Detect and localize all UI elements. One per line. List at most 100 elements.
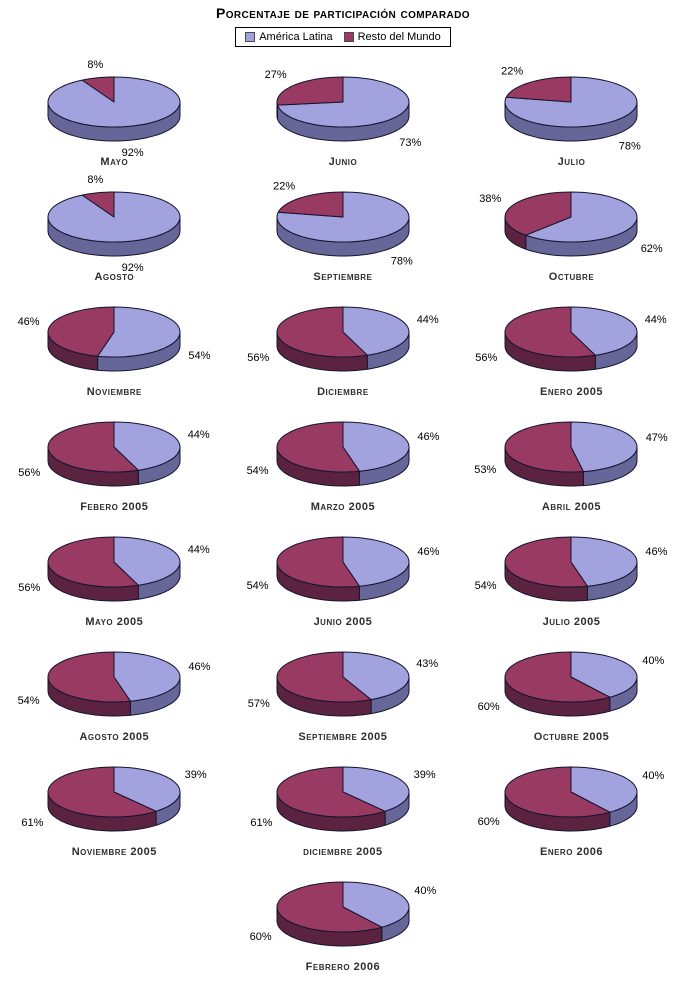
pie-chart: 40% 60%: [478, 766, 665, 832]
pie-chart: 43% 57%: [248, 651, 438, 717]
pie-slice-america-latina: [113, 766, 181, 812]
chart-cell: 40% 60% Octubre 2005: [457, 633, 686, 748]
percentage-label: 46%: [646, 546, 668, 558]
pie-slice-america-latina: [113, 651, 181, 702]
chart-title: Porcentaje de participación comparado: [216, 5, 470, 21]
percentage-label: 40%: [643, 655, 665, 667]
percentage-label: 60%: [478, 816, 500, 828]
chart-cell: 39% 61% diciembre 2005: [229, 748, 458, 863]
month-caption: Agosto: [94, 271, 135, 283]
percentage-label: 44%: [188, 429, 210, 441]
legend-swatch-icon: [245, 32, 256, 42]
pie-chart: 92% 8%: [47, 59, 181, 159]
chart-cell: 43% 57% Septiembre 2005: [229, 633, 458, 748]
percentage-label: 46%: [18, 316, 40, 328]
percentage-label: 56%: [19, 467, 41, 479]
month-caption: Agosto 2005: [79, 731, 150, 743]
month-caption: Noviembre: [86, 386, 142, 398]
pie-chart: 44% 56%: [19, 421, 210, 487]
pie-slice-resto-del-mundo: [276, 651, 372, 703]
percentage-label: 73%: [399, 137, 421, 149]
chart-cell: 46% 54% Agosto 2005: [0, 633, 229, 748]
chart-cell: 62% 38% Octubre: [457, 173, 686, 288]
percentage-label: 47%: [646, 432, 668, 444]
month-caption: Mayo 2005: [85, 616, 144, 628]
percentage-label: 56%: [19, 582, 41, 594]
percentage-label: 54%: [246, 580, 268, 592]
pie-chart: 40% 60%: [478, 651, 665, 717]
percentage-label: 46%: [417, 546, 439, 558]
pie-chart: 46% 54%: [475, 536, 668, 602]
percentage-label: 60%: [478, 701, 500, 713]
percentage-label: 78%: [391, 256, 413, 268]
chart-cell: 46% 54% Marzo 2005: [229, 403, 458, 518]
month-caption: Julio 2005: [542, 616, 601, 628]
percentage-label: 61%: [22, 817, 44, 829]
pie-chart: 78% 22%: [273, 180, 413, 268]
chart-cell: 78% 22% Julio: [457, 58, 686, 173]
pie-slice-america-latina: [342, 881, 410, 928]
legend-item-america-latina: América Latina: [245, 31, 333, 43]
pie-chart: 46% 54%: [246, 421, 440, 487]
pie-slice-america-latina: [342, 651, 410, 701]
pie-slice-america-latina: [342, 421, 410, 472]
month-caption: Abril 2005: [541, 501, 602, 513]
percentage-label: 57%: [248, 698, 270, 710]
pie-slice-resto-del-mundo: [47, 536, 140, 588]
legend-item-resto-del-mundo: Resto del Mundo: [343, 31, 441, 43]
pie-slice-america-latina: [113, 536, 181, 586]
percentage-label: 38%: [480, 193, 502, 205]
percentage-label: 46%: [189, 661, 211, 673]
pie-slice-america-latina: [342, 766, 410, 812]
pie-slice-resto-del-mundo: [276, 306, 368, 358]
month-caption: Diciembre: [317, 386, 369, 398]
month-caption: Noviembre 2005: [71, 846, 157, 858]
percentage-label: 54%: [246, 465, 268, 477]
pie-chart: 78% 22%: [502, 65, 642, 152]
pie-slice-america-latina: [570, 421, 638, 473]
pie-slice-resto-del-mundo: [81, 191, 115, 218]
pie-slice-america-latina: [113, 421, 181, 471]
month-caption: diciembre 2005: [303, 846, 383, 858]
pie-slice-resto-del-mundo: [504, 306, 597, 358]
pie-slice-resto-del-mundo: [504, 421, 585, 473]
percentage-label: 46%: [417, 431, 439, 443]
month-caption: Junio 2005: [313, 616, 373, 628]
chart-cell: 40% 60% Febrero 2006: [229, 863, 458, 978]
percentage-label: 56%: [476, 352, 498, 364]
percentage-label: 54%: [189, 350, 211, 362]
pie-slice-america-latina: [570, 651, 638, 698]
chart-cell: 78% 22% Septiembre: [229, 173, 458, 288]
chart-cell: 46% 54% Junio 2005: [229, 518, 458, 633]
percentage-label: 44%: [417, 314, 439, 326]
month-caption: Septiembre: [313, 271, 373, 283]
chart-cell: 54% 46% Noviembre: [0, 288, 229, 403]
percentage-label: 43%: [416, 658, 438, 670]
percentage-label: 92%: [122, 262, 144, 274]
pie-slice-america-latina: [97, 306, 181, 358]
chart-cell: 44% 56% Mayo 2005: [0, 518, 229, 633]
month-caption: Septiembre 2005: [298, 731, 388, 743]
pie-slice-resto-del-mundo: [47, 766, 157, 818]
pie-slice-resto-del-mundo: [47, 306, 115, 357]
pie-chart: 44% 56%: [476, 306, 667, 372]
pie-slice-america-latina: [342, 536, 410, 587]
percentage-label: 27%: [265, 69, 287, 81]
chart-cell: 44% 56% Enero 2005: [457, 288, 686, 403]
percentage-label: 40%: [414, 885, 436, 897]
pie-chart: 40% 60%: [250, 881, 436, 947]
pie-slice-resto-del-mundo: [47, 651, 132, 703]
percentage-label: 40%: [643, 770, 665, 782]
month-caption: Junio: [328, 156, 358, 168]
pie-slice-america-latina: [570, 766, 638, 813]
month-caption: Octubre: [548, 271, 595, 283]
month-caption: Marzo 2005: [310, 501, 376, 513]
pie-slice-resto-del-mundo: [504, 191, 572, 236]
month-caption: Julio: [557, 156, 586, 168]
pie-chart: 46% 54%: [18, 651, 211, 717]
pie-chart: 39% 61%: [22, 766, 207, 832]
percentage-label: 61%: [250, 817, 272, 829]
pie-slice-america-latina: [570, 306, 638, 356]
pie-chart: 62% 38%: [480, 191, 663, 257]
month-caption: Mayo: [100, 156, 129, 168]
